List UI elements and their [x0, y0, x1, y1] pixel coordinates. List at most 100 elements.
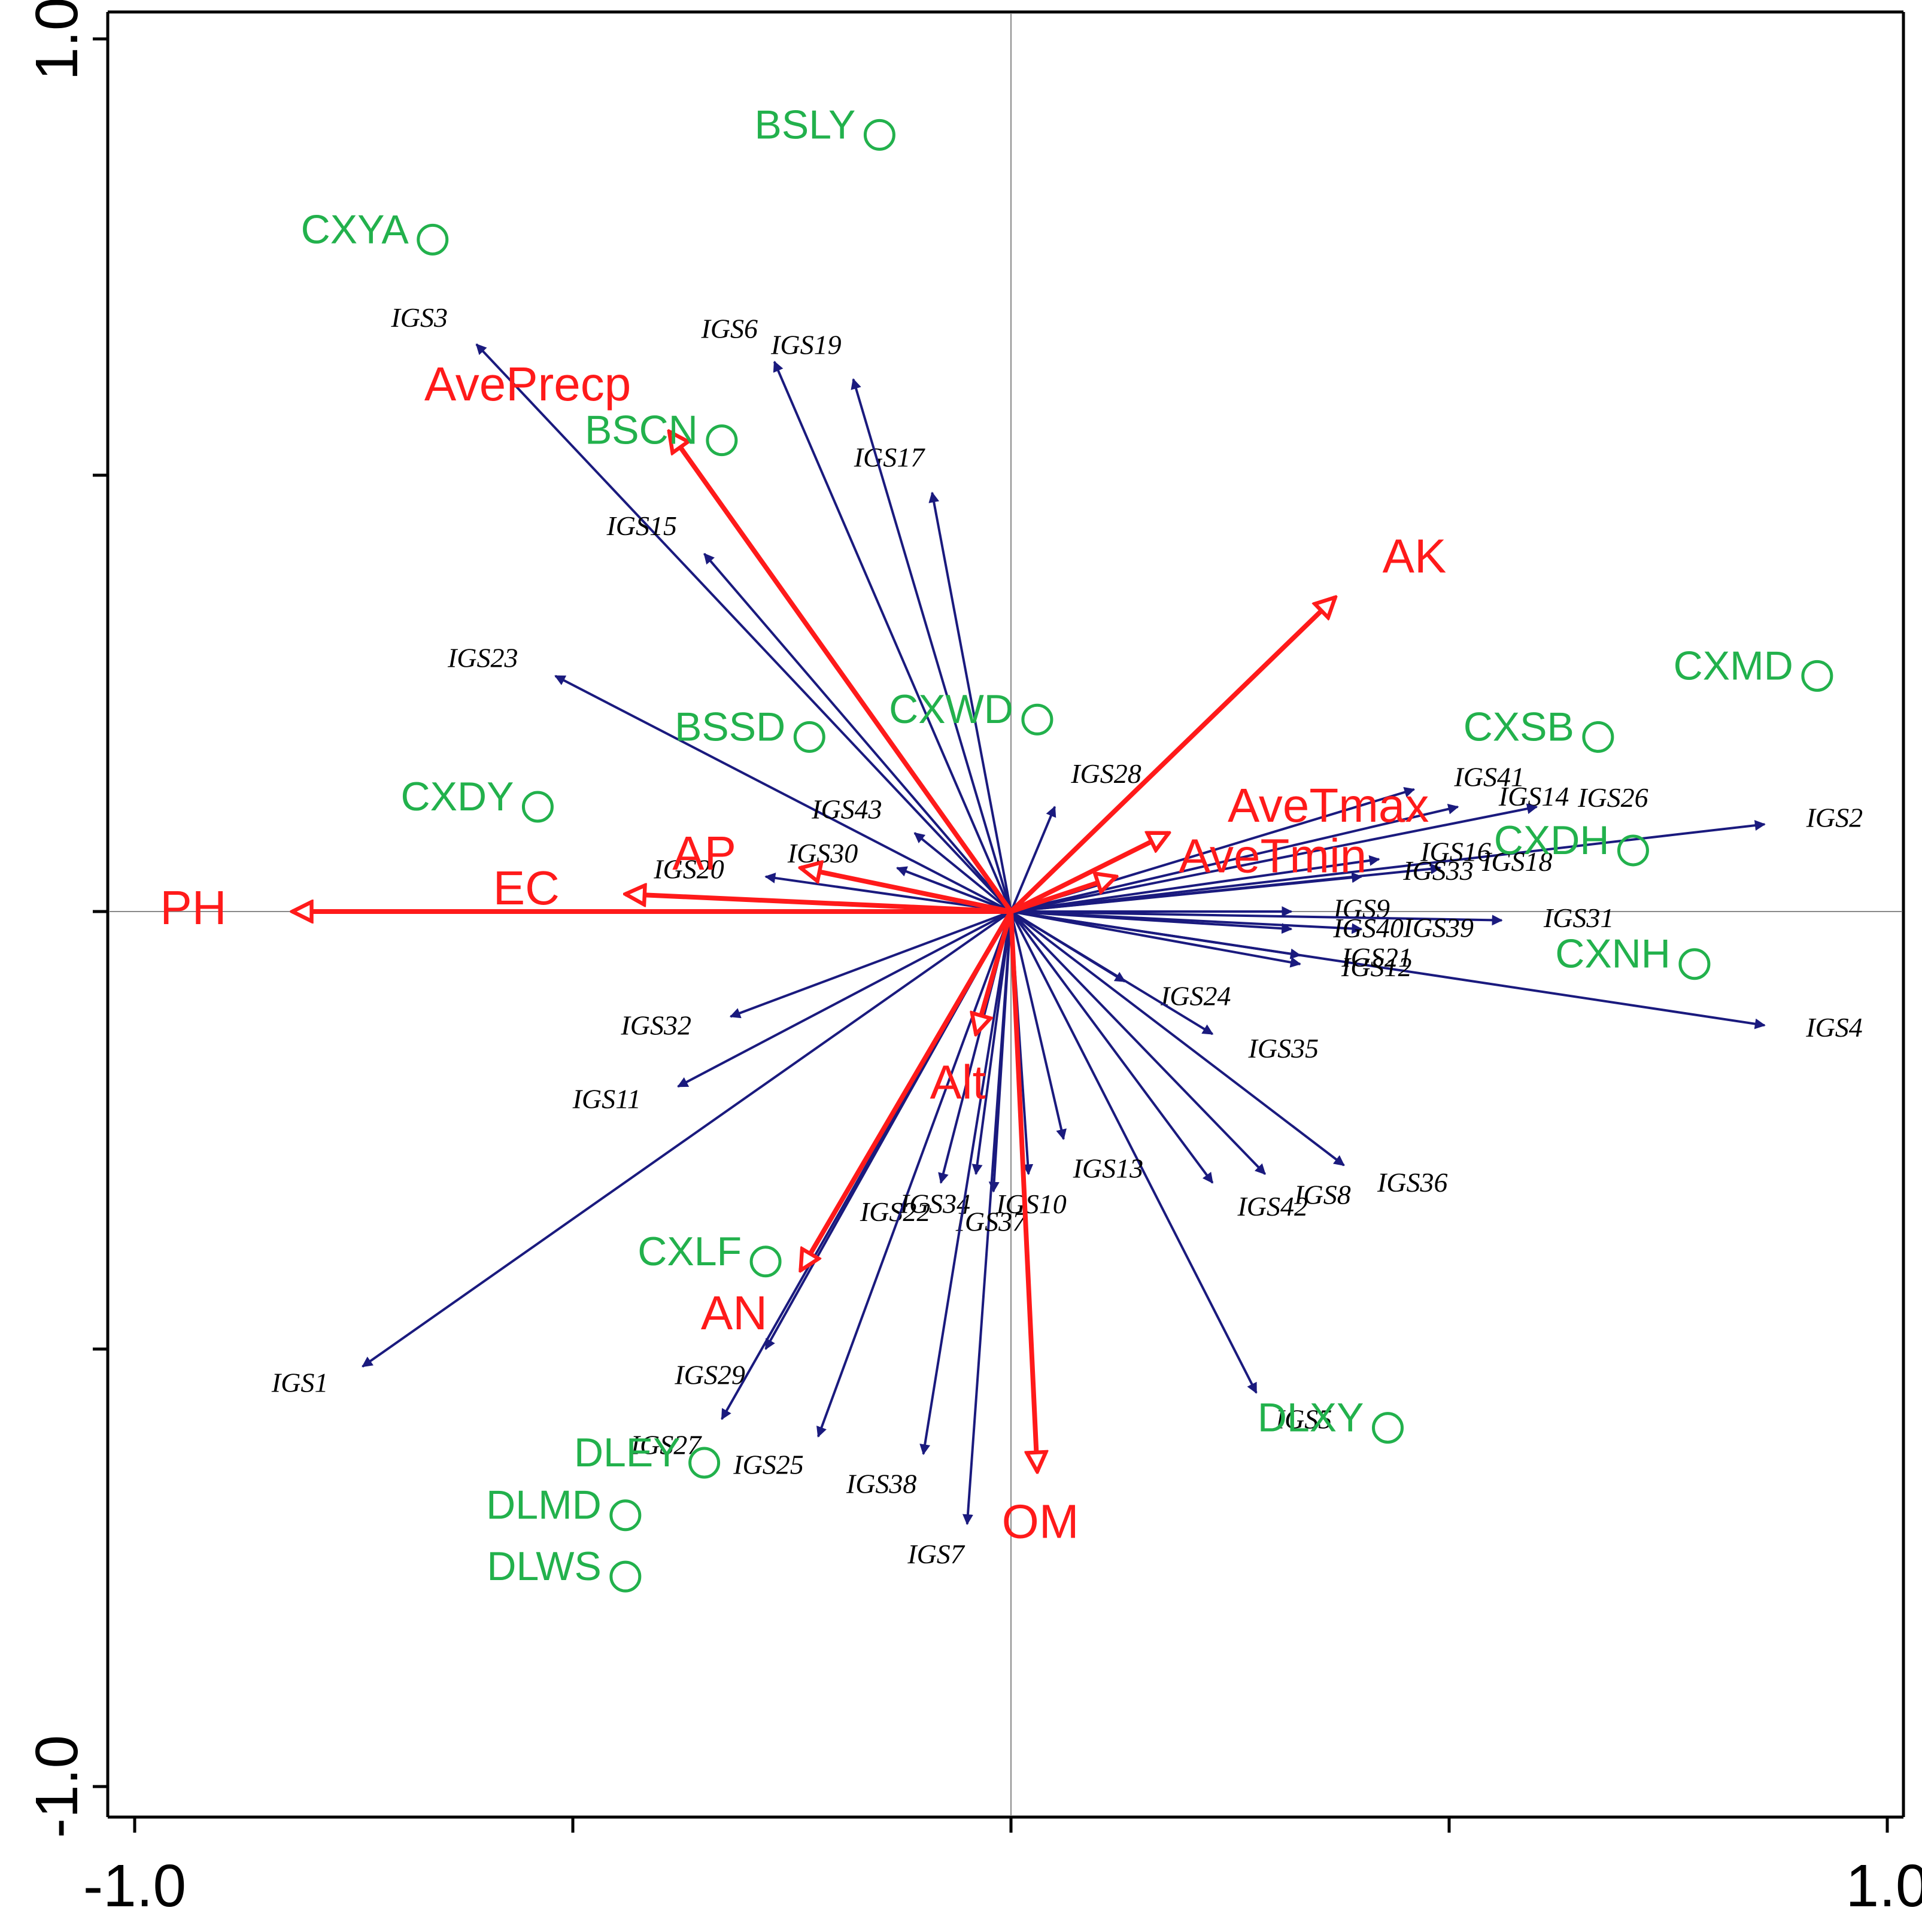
species-label: IGS23 — [447, 643, 518, 673]
species-arrow-igs8: IGS8 — [1010, 910, 1351, 1210]
species-label: IGS2 — [1806, 802, 1863, 833]
species-arrow-line — [554, 675, 1012, 913]
species-arrow-line — [1010, 910, 1266, 1175]
sample-dley: DLEY — [574, 1430, 721, 1479]
sample-label: BSSD — [675, 704, 785, 749]
species-arrow-igs34: IGS34 — [900, 911, 1012, 1219]
sample-cxnh: CXNH — [1555, 931, 1711, 980]
sample-label: CXWD — [889, 686, 1013, 732]
species-label: IGS18 — [1481, 846, 1553, 877]
species-arrow-line — [1010, 806, 1056, 912]
species-label: IGS40 — [1332, 913, 1404, 943]
species-arrow-igs23: IGS23 — [447, 643, 1012, 913]
species-arrow-line — [1010, 911, 1067, 1140]
species-arrow-line — [928, 491, 1012, 912]
sample-point — [1021, 703, 1053, 736]
species-arrow-line — [913, 832, 1012, 913]
env-label: OM — [1002, 1495, 1079, 1548]
species-arrow-igs3: IGS3 — [390, 302, 1012, 913]
species-label: IGS30 — [787, 838, 858, 868]
sample-label: CXYA — [301, 206, 409, 252]
sample-label: CXDH — [1494, 818, 1610, 863]
env-label: AveTmax — [1228, 779, 1429, 832]
env-arrow-avetmax: AveTmax — [1010, 779, 1429, 914]
sample-bssd: BSSD — [675, 704, 825, 753]
y-tick-label: 1.0 — [23, 0, 90, 81]
species-label: IGS21 — [1341, 942, 1412, 973]
sample-label: CXMD — [1674, 643, 1793, 688]
sample-point — [417, 223, 449, 256]
env-arrow-line — [1010, 831, 1169, 914]
species-label: IGS43 — [811, 794, 882, 825]
species-label: IGS13 — [1073, 1153, 1144, 1183]
sample-label: DLXY — [1258, 1395, 1364, 1441]
env-arrow-aveprecp: AvePrecp — [424, 357, 1013, 913]
species-arrow-line — [1010, 910, 1503, 926]
env-arrow-line — [976, 910, 1013, 1034]
sample-point — [609, 1499, 642, 1532]
species-arrow-igs36: IGS36 — [1010, 910, 1448, 1198]
species-label: IGS8 — [1294, 1180, 1351, 1210]
sample-point — [749, 1246, 782, 1278]
sample-point — [863, 119, 895, 151]
species-label: IGS42 — [1237, 1191, 1308, 1222]
species-arrow-igs15: IGS15 — [606, 511, 1012, 913]
species-label: IGS28 — [1070, 758, 1141, 789]
species-label: IGS29 — [674, 1360, 745, 1390]
species-label: IGS35 — [1248, 1033, 1319, 1064]
species-label: IGS12 — [1341, 952, 1412, 982]
species-arrow-line — [895, 866, 1012, 913]
env-arrow-line — [669, 432, 1013, 913]
species-arrow-line — [1010, 911, 1258, 1394]
species-label: IGS41 — [1453, 761, 1525, 792]
species-label: IGS26 — [1577, 782, 1648, 813]
species-label: IGS24 — [1160, 980, 1231, 1011]
x-axis-ticks: -1.0 1.0 — [83, 1817, 1922, 1919]
species-arrow-line — [1010, 910, 1293, 934]
sample-points: BSLY CXYA BSCN BSSD CXDY CXWD CXMD CXSB CXDH CXNH… — [301, 102, 1833, 1593]
species-arrow-line — [1010, 855, 1380, 913]
species-arrow-line — [816, 911, 1012, 1438]
species-label: IGS4 — [1805, 1012, 1863, 1043]
sample-label: CXDY — [401, 774, 514, 819]
species-arrow-igs40: IGS40 — [1010, 910, 1404, 943]
species-arrow-line — [971, 911, 1012, 1175]
env-arrow-line — [801, 868, 1012, 914]
sample-label: BSCN — [585, 408, 698, 453]
species-arrow-igs38: IGS38 — [846, 911, 1012, 1499]
species-arrow-igs5: IGS5 — [1010, 911, 1332, 1435]
sample-dlmd: DLMD — [486, 1483, 642, 1532]
species-label: IGS17 — [854, 442, 926, 473]
env-arrow-ak: AK — [1009, 530, 1446, 913]
sample-point — [688, 1447, 721, 1479]
sample-cxdh: CXDH — [1494, 818, 1649, 867]
species-arrow-line — [1010, 872, 1363, 913]
species-arrow-igs35: IGS35 — [1010, 910, 1319, 1064]
species-arrow-line — [773, 360, 1012, 912]
sample-label: CXSB — [1463, 704, 1574, 749]
sample-bsly: BSLY — [755, 102, 895, 151]
env-arrow-avetmin: AveTmin — [1010, 829, 1367, 914]
sample-point — [1582, 721, 1614, 753]
species-arrow-igs42: IGS42 — [1010, 910, 1308, 1222]
env-label: PH — [160, 881, 226, 934]
env-label: AN — [701, 1286, 767, 1339]
plot-frame — [106, 10, 1905, 1819]
sample-label: DLEY — [574, 1430, 681, 1475]
species-arrow-line — [475, 343, 1012, 913]
species-arrow-line — [919, 911, 1012, 1456]
sample-label: DLMD — [486, 1483, 602, 1528]
sample-cxdy: CXDY — [401, 774, 554, 823]
species-arrow-igs17: IGS17 — [854, 442, 1012, 912]
species-arrows: IGS1IGS2IGS3IGS4IGS5IGS6IGS7IGS8IGS9IGS1… — [271, 302, 1863, 1569]
species-arrow-igs37: IGS37 — [955, 911, 1027, 1237]
x-tick-label: -1.0 — [83, 1852, 186, 1919]
sample-dlws: DLWS — [487, 1544, 642, 1593]
env-arrow-alt: Alt — [930, 910, 1013, 1108]
species-arrow-igs31: IGS31 — [1010, 903, 1614, 933]
sample-cxlf: CXLF — [637, 1229, 782, 1278]
species-arrow-line — [677, 910, 1012, 1088]
env-label: AveTmin — [1179, 829, 1367, 882]
species-arrow-igs14: IGS14 — [1010, 781, 1569, 913]
